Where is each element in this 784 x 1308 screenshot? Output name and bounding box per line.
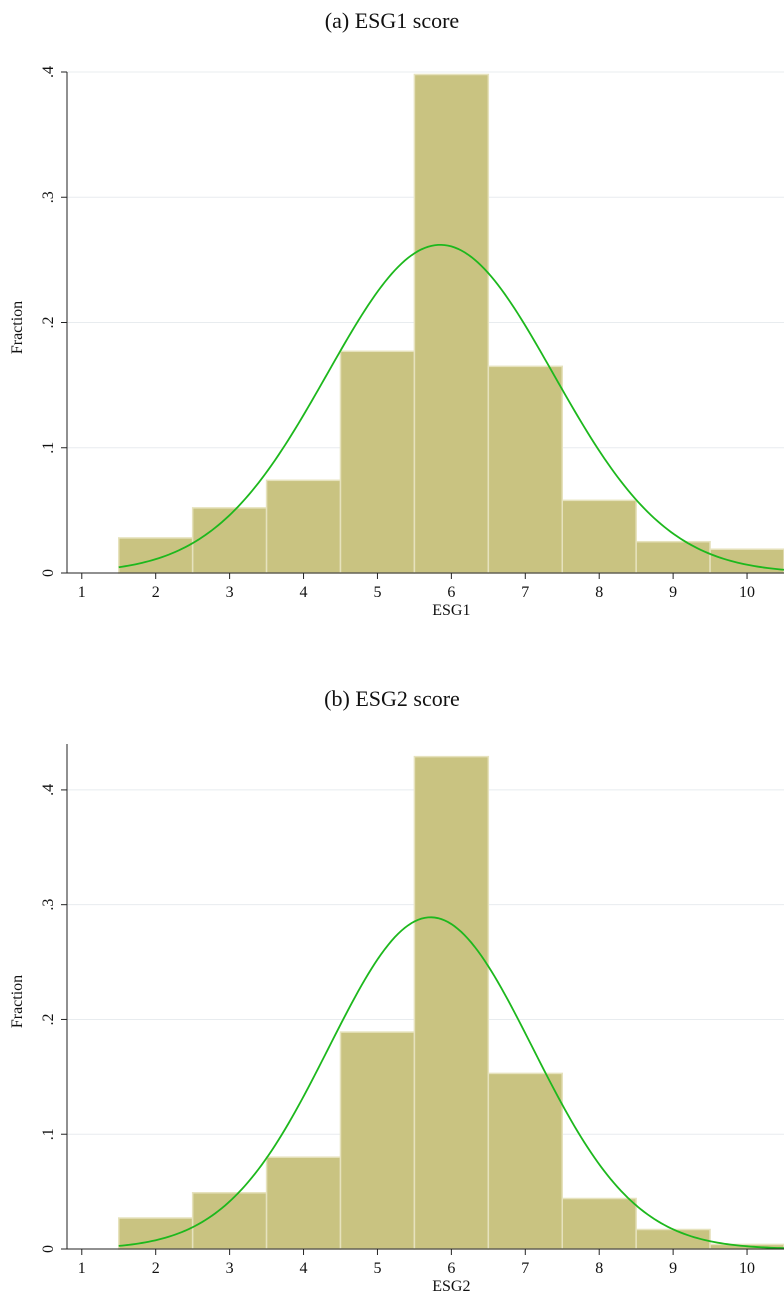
y-tick-label: .3 [40,899,57,911]
x-tick-label: 7 [521,584,529,601]
histogram-bar [265,479,342,574]
x-tick-label: 10 [739,584,755,601]
histogram-bar [117,537,194,574]
panel-b-caption: (b) ESG2 score [324,686,460,711]
histogram-chart-esg1: 0 .1 .2 .3 .4 1 2 3 4 5 6 7 8 9 10 ESG1 Fraction [9,66,784,619]
x-tick-label: 5 [373,584,381,601]
x-tick-label: 4 [300,1260,308,1277]
y-axis-title: Fraction [9,975,26,1028]
x-tick-label: 6 [447,1260,455,1277]
x-tick-label: 3 [226,584,234,601]
x-tick-label: 5 [373,1260,381,1277]
x-tick-label: 7 [521,1260,529,1277]
histogram-bar [413,755,490,1250]
y-tick-label: 0 [40,569,57,577]
x-axis-title: ESG2 [432,1278,470,1295]
histogram-chart-esg2: 0 .1 .2 .3 .4 1 2 3 4 5 6 7 8 9 10 ESG2 Fraction [9,744,784,1295]
histogram-bar [487,365,563,574]
y-tick-label: .2 [40,317,57,329]
y-axis-title: Fraction [9,301,26,354]
x-tick-label: 1 [78,584,86,601]
x-tick-label: 9 [669,1260,677,1277]
histogram-bar [339,1031,416,1250]
x-tick-label: 2 [152,1260,160,1277]
x-tick-label: 9 [669,584,677,601]
x-tick-label: 3 [226,1260,234,1277]
y-tick-label: .1 [40,442,57,454]
x-tick-label: 10 [739,1260,755,1277]
y-tick-label: .4 [40,784,57,796]
y-tick-label: .3 [40,191,57,203]
normal-density-curve [118,916,784,1250]
histogram-bar [191,507,268,574]
x-tick-label: 4 [300,584,308,601]
panel-a-caption: (a) ESG1 score [324,8,460,33]
x-tick-label: 8 [595,584,603,601]
histogram-bar [561,499,637,574]
y-tick-label: .4 [40,66,57,78]
y-tick-label: .2 [40,1013,57,1025]
y-tick-label: .1 [40,1128,57,1140]
x-tick-label: 6 [447,584,455,601]
histogram-bar [561,1197,637,1250]
histogram-bar [413,73,490,574]
x-axis-title: ESG1 [432,602,470,619]
histogram-bar [265,1156,342,1250]
histogram-bar [339,350,416,574]
x-tick-label: 1 [78,1260,86,1277]
x-tick-label: 8 [595,1260,603,1277]
histogram-bar [487,1072,563,1250]
histogram-bar [635,540,711,574]
normal-density-curve [118,243,784,571]
x-tick-label: 2 [152,584,160,601]
y-tick-label: 0 [40,1245,57,1253]
